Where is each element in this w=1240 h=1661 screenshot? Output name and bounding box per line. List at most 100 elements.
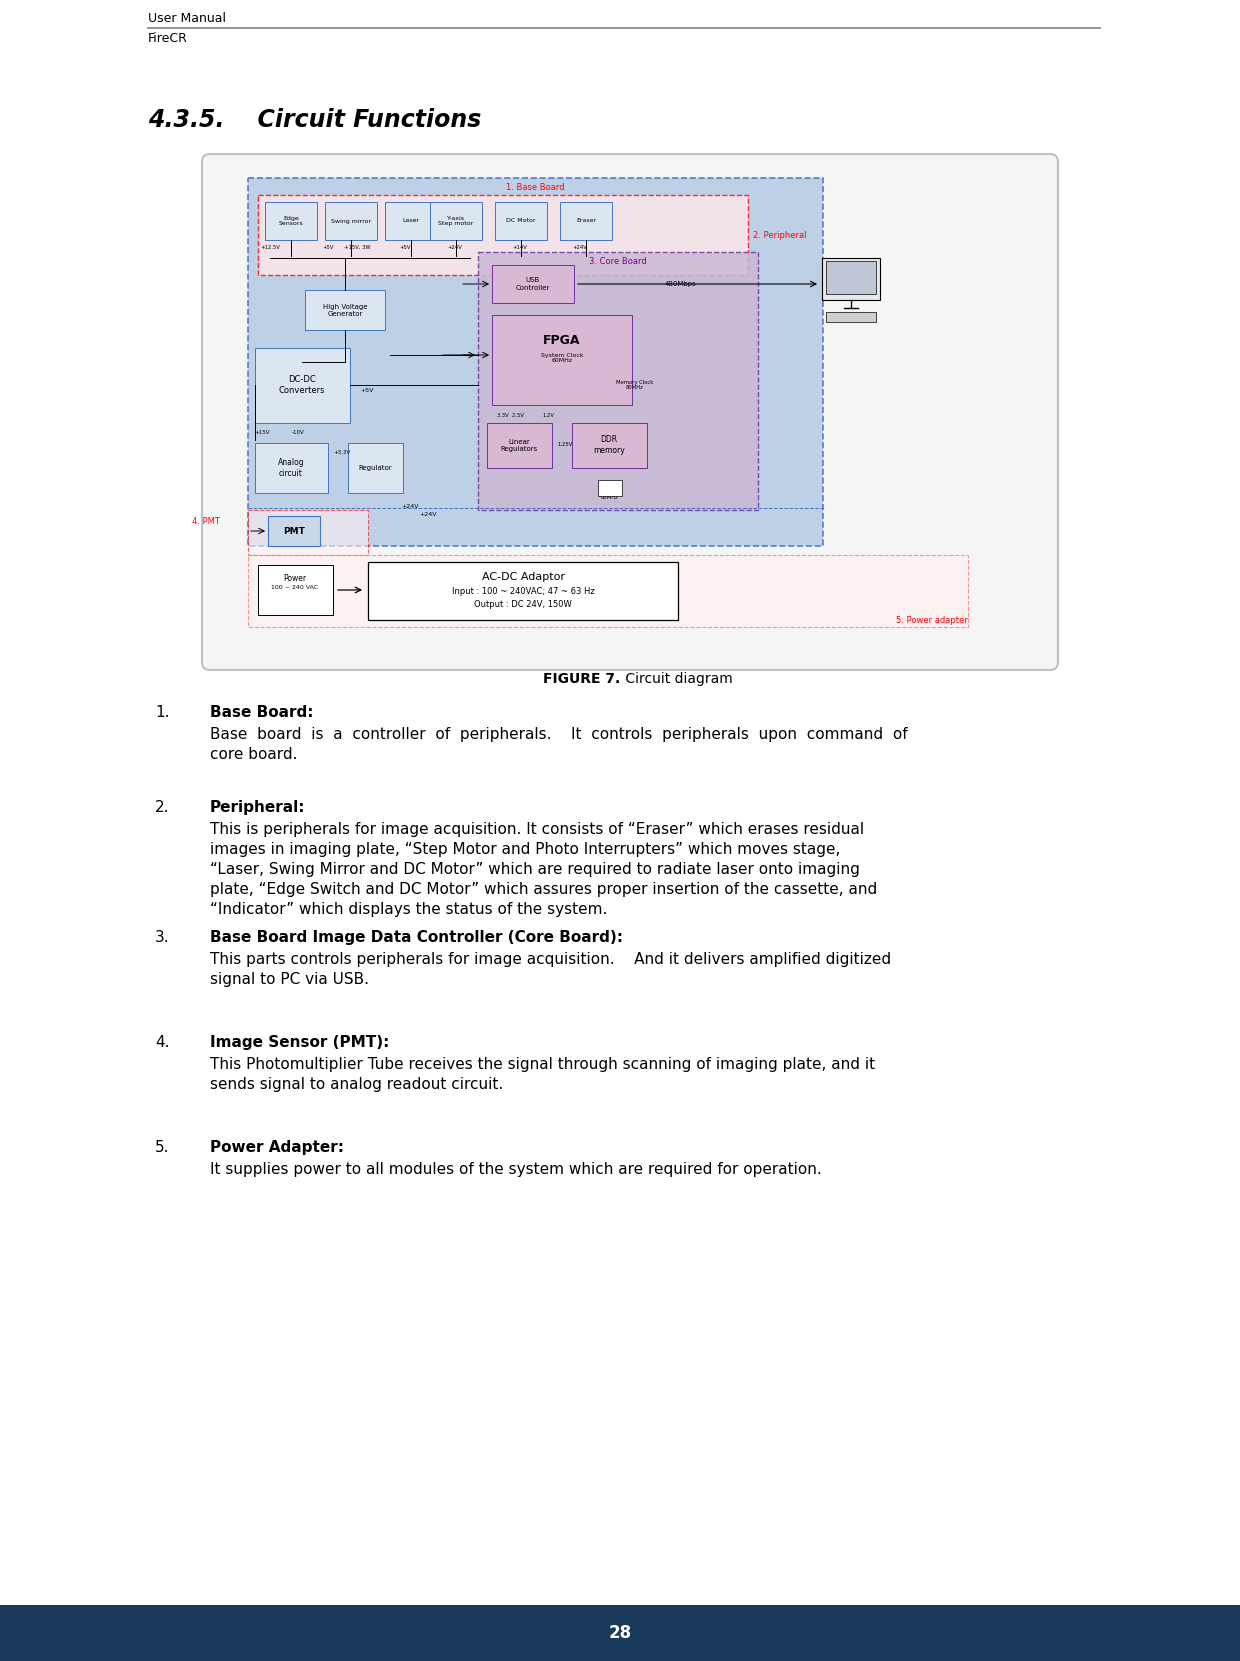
FancyBboxPatch shape	[492, 266, 574, 302]
FancyBboxPatch shape	[265, 203, 317, 239]
Text: “Laser, Swing Mirror and DC Motor” which are required to radiate laser onto imag: “Laser, Swing Mirror and DC Motor” which…	[210, 862, 859, 877]
Text: USB
Controller: USB Controller	[516, 277, 551, 291]
Text: 1.2V: 1.2V	[542, 414, 554, 419]
Text: Peripheral:: Peripheral:	[210, 801, 305, 816]
Text: 5. Power adapter: 5. Power adapter	[897, 616, 968, 625]
Text: +24V: +24V	[402, 505, 419, 510]
Text: 100 ~ 240 VAC: 100 ~ 240 VAC	[272, 585, 319, 590]
Text: 1.: 1.	[155, 704, 170, 719]
FancyBboxPatch shape	[477, 252, 758, 510]
Text: It supplies power to all modules of the system which are required for operation.: It supplies power to all modules of the …	[210, 1163, 822, 1178]
FancyBboxPatch shape	[248, 555, 968, 626]
Text: Base Board:: Base Board:	[210, 704, 314, 719]
Text: PMT: PMT	[283, 527, 305, 535]
Text: +5V: +5V	[361, 387, 373, 392]
FancyBboxPatch shape	[572, 424, 647, 468]
Text: 3.: 3.	[155, 930, 170, 945]
Text: +15V: +15V	[254, 430, 270, 435]
Text: This is peripherals for image acquisition. It consists of “Eraser” which erases : This is peripherals for image acquisitio…	[210, 822, 864, 837]
Text: DC-DC
Converters: DC-DC Converters	[279, 375, 325, 395]
FancyBboxPatch shape	[368, 561, 678, 620]
Text: DDR
memory: DDR memory	[593, 435, 625, 455]
Text: 28: 28	[609, 1624, 631, 1643]
Text: Linear
Regulators: Linear Regulators	[501, 439, 538, 452]
Text: FireCR: FireCR	[148, 32, 188, 45]
Text: +24V: +24V	[573, 246, 588, 251]
Text: 3.3V  2.5V: 3.3V 2.5V	[497, 414, 525, 419]
Text: core board.: core board.	[210, 747, 298, 762]
Text: 1. Base Board: 1. Base Board	[506, 183, 564, 193]
FancyBboxPatch shape	[248, 178, 823, 546]
Text: Base  board  is  a  controller  of  peripherals.    It  controls  peripherals  u: Base board is a controller of peripheral…	[210, 728, 908, 742]
Text: 480Mbps: 480Mbps	[665, 281, 697, 287]
Text: +5V: +5V	[399, 246, 410, 251]
Text: USB
60MHz: USB 60MHz	[601, 490, 619, 500]
Text: Memory Clock
80MHz: Memory Clock 80MHz	[616, 380, 653, 390]
Text: Output : DC 24V, 150W: Output : DC 24V, 150W	[474, 600, 572, 610]
Text: Input : 100 ~ 240VAC; 47 ~ 63 Hz: Input : 100 ~ 240VAC; 47 ~ 63 Hz	[451, 586, 594, 596]
Text: Eraser: Eraser	[575, 219, 596, 224]
Text: signal to PC via USB.: signal to PC via USB.	[210, 972, 370, 987]
Text: +24V: +24V	[419, 513, 436, 518]
FancyBboxPatch shape	[560, 203, 613, 239]
Text: Y-axis
Step motor: Y-axis Step motor	[439, 216, 474, 226]
Text: FIGURE 7.: FIGURE 7.	[543, 673, 620, 686]
Text: System Clock
60MHz: System Clock 60MHz	[541, 352, 583, 364]
Bar	[826, 261, 875, 294]
Text: 4.: 4.	[155, 1035, 170, 1050]
Text: AC-DC Adaptor: AC-DC Adaptor	[481, 571, 564, 581]
Text: 5.: 5.	[155, 1139, 170, 1154]
Text: +12.5V: +12.5V	[260, 246, 280, 251]
FancyBboxPatch shape	[258, 194, 748, 276]
Text: Image Sensor (PMT):: Image Sensor (PMT):	[210, 1035, 389, 1050]
Text: 3. Core Board: 3. Core Board	[589, 257, 647, 266]
FancyBboxPatch shape	[268, 517, 320, 546]
Text: Regulator: Regulator	[358, 465, 392, 472]
Text: -10V: -10V	[291, 430, 304, 435]
FancyBboxPatch shape	[248, 510, 368, 555]
Text: +14V: +14V	[512, 246, 527, 251]
FancyBboxPatch shape	[822, 257, 880, 301]
Text: 1.25V: 1.25V	[557, 442, 573, 447]
Text: High Voltage
Generator: High Voltage Generator	[322, 304, 367, 317]
Text: 2.: 2.	[155, 801, 170, 816]
Bar	[598, 480, 622, 497]
Text: plate, “Edge Switch and DC Motor” which assures proper insertion of the cassette: plate, “Edge Switch and DC Motor” which …	[210, 882, 877, 897]
FancyBboxPatch shape	[255, 349, 350, 424]
Text: images in imaging plate, “Step Motor and Photo Interrupters” which moves stage,: images in imaging plate, “Step Motor and…	[210, 842, 841, 857]
Text: Power Adapter:: Power Adapter:	[210, 1139, 343, 1154]
FancyBboxPatch shape	[325, 203, 377, 239]
Text: FPGA: FPGA	[543, 334, 580, 347]
Text: +5V: +5V	[322, 246, 334, 251]
Text: +3.3V: +3.3V	[334, 450, 351, 455]
Text: Laser: Laser	[403, 219, 419, 224]
Text: Analog
circuit: Analog circuit	[278, 458, 304, 478]
Text: Circuit diagram: Circuit diagram	[621, 673, 733, 686]
Text: +24V: +24V	[448, 246, 463, 251]
FancyBboxPatch shape	[430, 203, 482, 239]
Text: +15V, 3W: +15V, 3W	[343, 246, 371, 251]
Text: 2. Peripheral: 2. Peripheral	[753, 231, 806, 239]
FancyBboxPatch shape	[348, 443, 403, 493]
Text: DC Motor: DC Motor	[506, 219, 536, 224]
Text: “Indicator” which displays the status of the system.: “Indicator” which displays the status of…	[210, 902, 608, 917]
FancyBboxPatch shape	[492, 316, 632, 405]
Text: sends signal to analog readout circuit.: sends signal to analog readout circuit.	[210, 1076, 503, 1091]
Text: 4. PMT: 4. PMT	[192, 518, 219, 527]
Bar	[826, 312, 875, 322]
Text: Power: Power	[284, 575, 306, 583]
Bar	[0, 1605, 1240, 1661]
FancyBboxPatch shape	[202, 154, 1058, 669]
Text: This parts controls peripherals for image acquisition.    And it delivers amplif: This parts controls peripherals for imag…	[210, 952, 892, 967]
Text: User Manual: User Manual	[148, 12, 226, 25]
FancyBboxPatch shape	[258, 565, 334, 615]
Text: Edge
Sensors: Edge Sensors	[279, 216, 304, 226]
FancyBboxPatch shape	[384, 203, 436, 239]
Text: 4.3.5.    Circuit Functions: 4.3.5. Circuit Functions	[148, 108, 481, 131]
Text: Swing mirror: Swing mirror	[331, 219, 371, 224]
FancyBboxPatch shape	[305, 291, 384, 331]
FancyBboxPatch shape	[255, 443, 329, 493]
Text: Base Board Image Data Controller (Core Board):: Base Board Image Data Controller (Core B…	[210, 930, 622, 945]
FancyBboxPatch shape	[495, 203, 547, 239]
FancyBboxPatch shape	[487, 424, 552, 468]
